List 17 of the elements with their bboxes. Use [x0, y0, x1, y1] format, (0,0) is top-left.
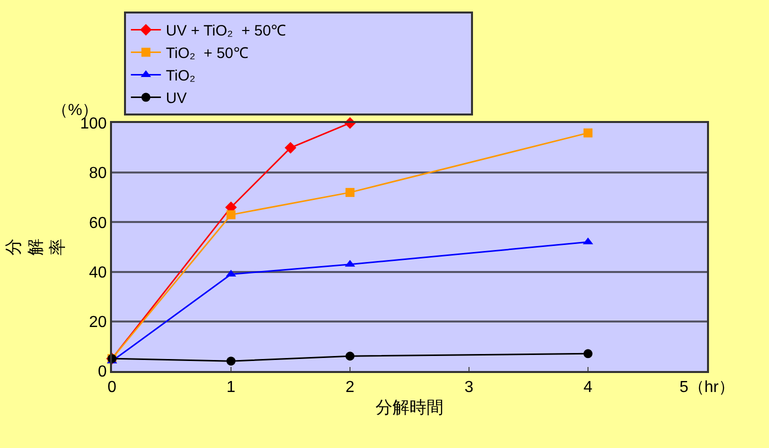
y-axis-title: 分解率: [4, 238, 68, 256]
y-tick-label: 0: [98, 364, 107, 381]
legend-label: TiO₂: [166, 68, 196, 85]
y-tick-label: 100: [80, 116, 107, 133]
x-tick-label: 2: [346, 379, 355, 396]
x-tick-label: 4: [584, 379, 593, 396]
y-tick-label: 80: [89, 165, 107, 182]
x-tick-label: 3: [464, 379, 474, 396]
legend-label: UV: [166, 90, 187, 108]
y-tick-label: 40: [89, 264, 107, 282]
legend-label: TiO₂ + 50℃: [166, 45, 248, 62]
x-tick-label: 1: [226, 379, 236, 396]
y-tick-label: 20: [89, 314, 107, 331]
x-axis-title: 分解時間: [376, 398, 444, 418]
y-tick-label: 60: [89, 214, 107, 232]
x-tick-label: 5（hr）: [679, 379, 735, 396]
legend-label: UV + TiO₂ + 50℃: [166, 22, 286, 40]
